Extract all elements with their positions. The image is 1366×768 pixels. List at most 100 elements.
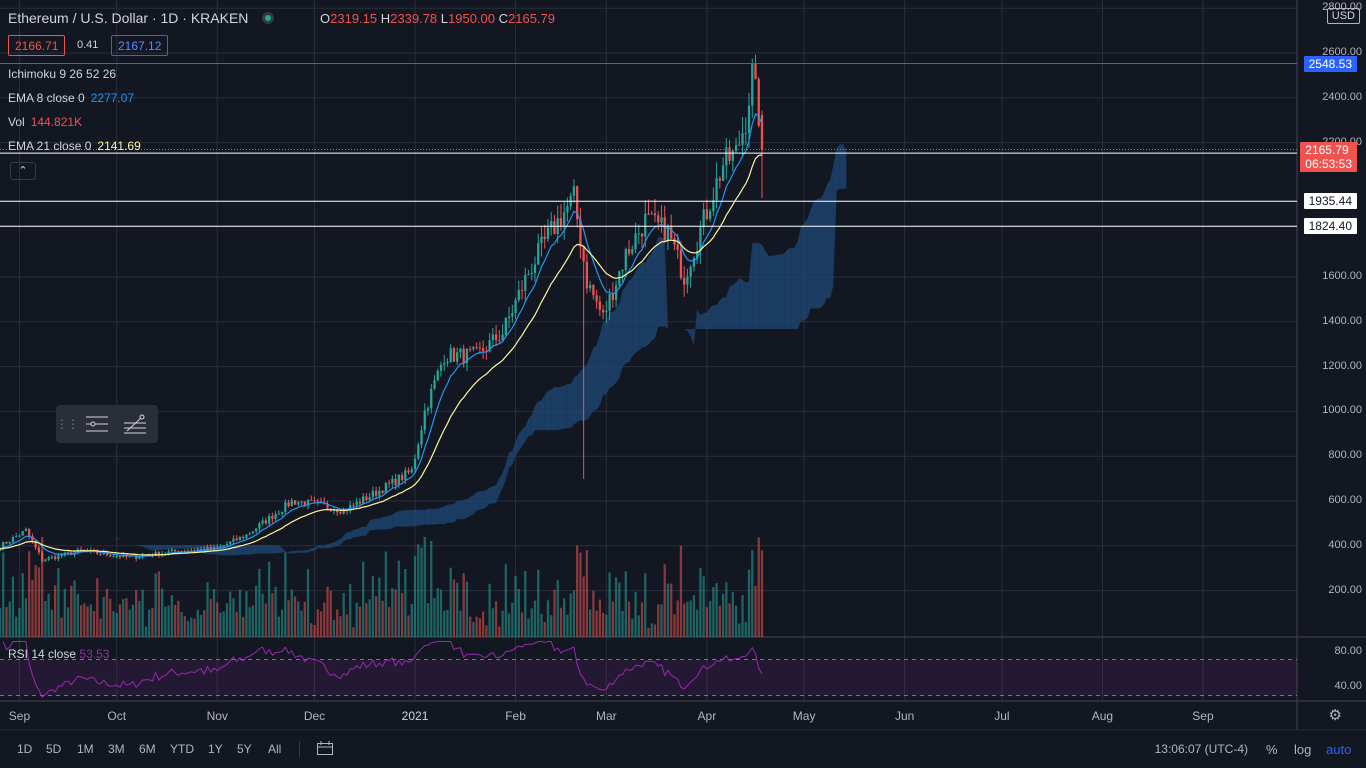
indicator-ichimoku[interactable]: Ichimoku 9 26 52 26 xyxy=(8,67,117,81)
candle-body xyxy=(702,209,705,228)
candle-body xyxy=(258,523,261,529)
volume-bar xyxy=(439,589,443,637)
volume-bar xyxy=(219,612,222,637)
volume-bar xyxy=(290,589,293,637)
candle-body xyxy=(653,213,657,216)
cloud-segment xyxy=(314,545,318,552)
candle-body xyxy=(8,542,11,544)
cloud-segment xyxy=(719,297,724,330)
candle-body xyxy=(520,290,524,292)
range-all-button[interactable]: All xyxy=(268,742,282,756)
indicator-volume[interactable]: Vol 144.821K xyxy=(8,115,83,129)
chart-settings-gear-icon[interactable]: ⚙ xyxy=(1328,707,1342,724)
price-level-tag[interactable]: 2548.53 xyxy=(1303,55,1357,72)
cloud-segment xyxy=(389,514,393,529)
sell-button[interactable]: 2166.71 xyxy=(8,35,66,56)
cloud-segment xyxy=(372,518,377,531)
volume-bar xyxy=(232,598,235,637)
cloud-segment xyxy=(843,144,847,189)
time-axis-label: Feb xyxy=(505,709,526,723)
date-range-icon[interactable] xyxy=(316,740,334,759)
volume-bar xyxy=(148,609,151,637)
cloud-segment xyxy=(496,478,500,503)
buy-button[interactable]: 2167.12 xyxy=(111,35,169,56)
price-level-tag[interactable]: 1935.44 xyxy=(1303,193,1357,210)
horizontal-lines-tool[interactable] xyxy=(78,405,116,443)
rsi-legend[interactable]: RSI 14 close 53.53 xyxy=(8,647,110,661)
range-1d-button[interactable]: 1D xyxy=(17,742,33,756)
candle-body xyxy=(537,243,540,265)
candle-body xyxy=(261,520,264,524)
cloud-segment xyxy=(749,242,753,330)
candle-body xyxy=(550,221,553,228)
range-ytd-button[interactable]: YTD xyxy=(170,742,194,756)
percent-scale-button[interactable]: % xyxy=(1266,742,1278,757)
volume-bar xyxy=(621,610,624,637)
cloud-segment xyxy=(813,198,818,309)
volume-bar xyxy=(456,582,459,637)
cloud-segment xyxy=(259,545,263,554)
candle-body xyxy=(449,348,452,362)
range-3m-button[interactable]: 3M xyxy=(108,742,125,756)
volume-bar xyxy=(135,589,138,637)
spread-value: 0.41 xyxy=(77,39,99,51)
candle-body xyxy=(546,227,550,240)
volume-bar xyxy=(374,596,378,637)
candle-body xyxy=(559,218,563,227)
candle-body xyxy=(242,536,245,539)
indicator-ema21[interactable]: EMA 21 close 0 2141.69 xyxy=(8,139,141,153)
volume-bar xyxy=(744,621,747,637)
candle-body xyxy=(31,536,34,542)
range-5d-button[interactable]: 5D xyxy=(46,742,62,756)
volume-bar xyxy=(410,603,413,637)
fib-retracement-tool[interactable] xyxy=(116,405,154,443)
indicator-ema8[interactable]: EMA 8 close 0 2277.07 xyxy=(8,91,135,105)
drag-handle-icon[interactable]: ⋮⋮ xyxy=(56,417,79,431)
auto-scale-button[interactable]: auto xyxy=(1326,742,1352,757)
volume-bar xyxy=(618,582,621,637)
volume-bar xyxy=(644,573,647,637)
volume-bar xyxy=(708,601,712,637)
candle-body xyxy=(287,502,290,507)
cloud-segment xyxy=(820,193,824,309)
candle-body xyxy=(280,511,284,514)
symbol-title[interactable]: Ethereum / U.S. Dollar · 1D · KRAKEN xyxy=(8,10,284,26)
candle-body xyxy=(374,490,378,496)
log-scale-button[interactable]: log xyxy=(1294,742,1312,757)
range-5y-button[interactable]: 5Y xyxy=(237,742,252,756)
candle-body xyxy=(657,215,660,223)
cloud-segment xyxy=(120,539,124,542)
candle-body xyxy=(404,470,407,480)
candle-body xyxy=(37,547,41,553)
candle-body xyxy=(232,538,235,542)
cloud-segment xyxy=(252,545,257,555)
candle-body xyxy=(112,556,115,558)
cloud-segment xyxy=(411,509,415,527)
candle-body xyxy=(362,496,365,504)
range-1m-button[interactable]: 1M xyxy=(77,742,94,756)
volume-bar xyxy=(267,561,271,637)
price-axis-label: 2800.00 xyxy=(1322,1,1362,14)
range-1y-button[interactable]: 1Y xyxy=(208,742,223,756)
cloud-segment xyxy=(800,223,805,321)
price-level-tag[interactable]: 1824.40 xyxy=(1303,218,1357,235)
candle-body xyxy=(164,553,167,555)
cloud-segment xyxy=(596,334,600,410)
cloud-segment xyxy=(444,504,448,525)
volume-bar xyxy=(164,606,167,637)
floating-toolbar[interactable]: ⋮⋮ xyxy=(56,405,158,443)
cloud-segment xyxy=(346,532,351,540)
cloud-segment xyxy=(794,241,798,330)
clock-timezone[interactable]: 13:06:07 (UTC-4) xyxy=(1154,742,1248,756)
market-status-icon[interactable] xyxy=(262,12,275,24)
cloud-segment xyxy=(499,472,503,495)
cloud-segment xyxy=(171,545,176,549)
currency-button[interactable]: USD xyxy=(1326,8,1360,24)
bottom-toolbar: 1D 5D 1M 3M 6M YTD 1Y 5Y All xyxy=(0,732,1366,768)
range-6m-button[interactable]: 6M xyxy=(139,742,156,756)
volume-bar xyxy=(131,604,135,637)
cloud-segment xyxy=(768,255,772,330)
collapse-legend-button[interactable]: ⌃ xyxy=(10,162,36,180)
candle-body xyxy=(44,559,47,562)
